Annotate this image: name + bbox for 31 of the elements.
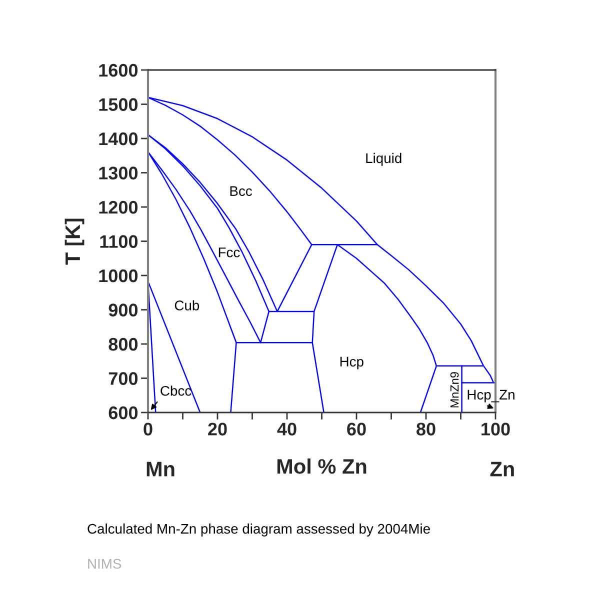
annotation: Cub [174,300,200,310]
x-tick-label: 0 [144,422,152,436]
text: Mn [146,462,174,476]
y-tick-label: 1600 [99,64,138,77]
text: NIMS [88,558,122,569]
x-tick-label: 80 [416,422,436,436]
annotation: Hcp_Zn [468,390,514,402]
annotation: Cbcc [160,386,192,396]
annotation: MnZn9 [450,372,459,408]
x-tick-label: 40 [277,422,296,436]
annotation: Liquid [366,152,402,166]
text: Calculated Mn-Zn phase diagram assessed by 2004Mie [88,524,430,536]
annotation: Bcc [230,186,252,196]
x-tick-label: 20 [208,422,227,436]
y-tick-label: 1000 [99,269,138,282]
annotation: Hcp [340,356,364,370]
y-tick-label: 1400 [99,132,138,146]
y-tick-label: 900 [108,304,138,316]
y-tick-label: 1200 [99,200,138,214]
x-axis-title: Mol % Zn [277,458,366,474]
x-tick-label: 60 [347,422,366,436]
y-tick-label: 1300 [99,166,138,180]
x-tick-label: 100 [482,422,510,436]
y-tick-label: 1100 [100,235,138,248]
y-axis-title: T [K] [64,218,84,265]
text: Zn [490,462,514,476]
y-tick-label: 800 [108,338,138,351]
y-tick-label: 1500 [99,98,138,111]
y-tick-label: 700 [108,372,138,385]
y-tick-label: 600 [108,406,138,420]
annotation: Fcc [218,248,240,258]
